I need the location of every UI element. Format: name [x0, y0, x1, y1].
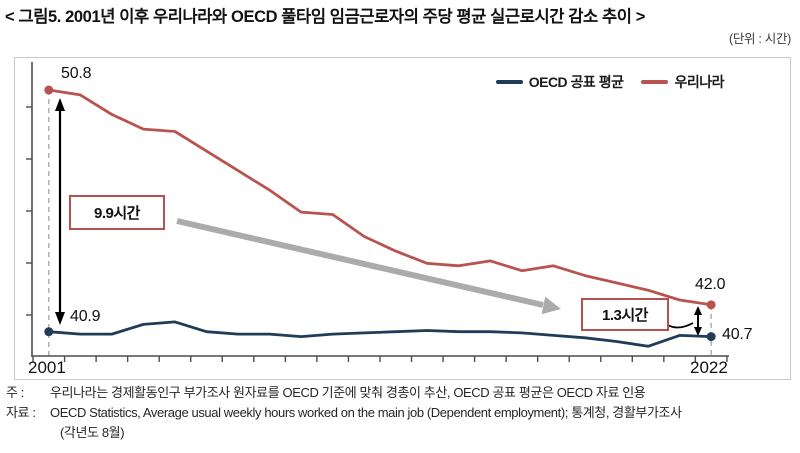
- source-row: 자료 : OECD Statistics, Average usual week…: [6, 403, 796, 443]
- legend-item-oecd: OECD 공표 평균: [495, 72, 624, 92]
- gray-trend-arrow: [176, 218, 544, 308]
- korea-line-swatch: [641, 80, 669, 84]
- figure-title: < 그림5. 2001년 이후 우리나라와 OECD 풀타임 임금근로자의 주당…: [5, 8, 645, 26]
- footnotes: 주 : 우리나라는 경제활동인구 부가조사 원자료를 OECD 기준에 맞춰 경…: [6, 383, 796, 443]
- chart-area: OECD 공표 평균 우리나라 50.8 40.9 42.0 40.7 2001…: [14, 57, 791, 380]
- unit-label: (단위 : 시간): [728, 32, 791, 46]
- korea-series-line: [47, 88, 713, 307]
- korea-2022-value: 42.0: [695, 276, 726, 293]
- note-row: 주 : 우리나라는 경제활동인구 부가조사 원자료를 OECD 기준에 맞춰 경…: [6, 383, 796, 403]
- note-label: 주 :: [6, 385, 24, 400]
- legend-label-oecd: OECD 공표 평균: [528, 74, 624, 90]
- source-text: OECD Statistics, Average usual weekly ho…: [50, 403, 796, 443]
- legend-label-korea: 우리나라: [674, 74, 724, 90]
- oecd-2001-value: 40.9: [70, 308, 101, 325]
- note-text: 우리나라는 경제활동인구 부가조사 원자료를 OECD 기준에 맞춰 경총이 추…: [50, 385, 646, 400]
- gap-annotation-9-9-hours: 9.9시간: [69, 195, 165, 230]
- legend-item-korea: 우리나라: [641, 72, 724, 92]
- oecd-series-line: [47, 320, 713, 348]
- chart-legend: OECD 공표 평균 우리나라: [495, 72, 724, 92]
- gap-annotation-1-3-hours: 1.3시간: [581, 298, 669, 331]
- oecd-line-swatch: [495, 80, 523, 84]
- oecd-2022-value: 40.7: [722, 326, 753, 343]
- source-text-line2: (각년도 8월): [60, 425, 125, 440]
- source-text-line1: OECD Statistics, Average usual weekly ho…: [50, 405, 682, 420]
- source-label: 자료 :: [6, 405, 36, 420]
- x-tick-2022: 2022: [690, 358, 728, 377]
- korea-2001-value: 50.8: [61, 65, 92, 82]
- x-tick-2001: 2001: [28, 358, 66, 377]
- line-chart: [26, 62, 729, 362]
